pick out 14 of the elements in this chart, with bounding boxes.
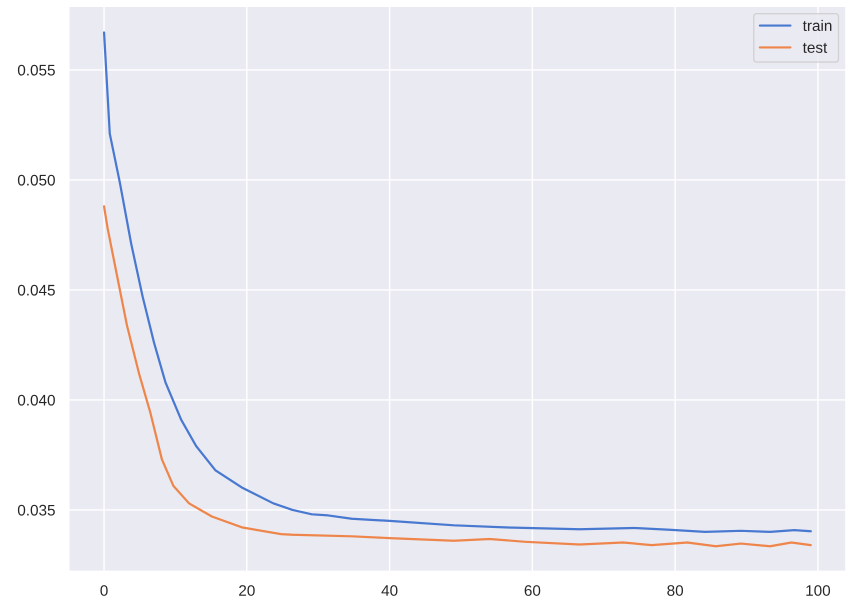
y-tick-label: 0.035 bbox=[18, 504, 55, 516]
x-tick-label: 60 bbox=[524, 585, 540, 596]
legend-label: train bbox=[802, 20, 832, 32]
x-tick-label: 80 bbox=[667, 585, 684, 596]
legend-label: test bbox=[802, 42, 828, 53]
x-tick-label: 40 bbox=[381, 585, 398, 596]
y-tick-label: 0.055 bbox=[18, 64, 55, 76]
x-tick-label: 0 bbox=[100, 585, 108, 596]
y-tick-label: 0.050 bbox=[18, 174, 55, 186]
line-series bbox=[102, 205, 812, 548]
y-tick-label: 0.040 bbox=[18, 394, 55, 406]
x-tick-label: 100 bbox=[806, 585, 830, 596]
x-tick-label: 20 bbox=[239, 585, 255, 596]
y-tick-label: 0.045 bbox=[18, 284, 55, 296]
